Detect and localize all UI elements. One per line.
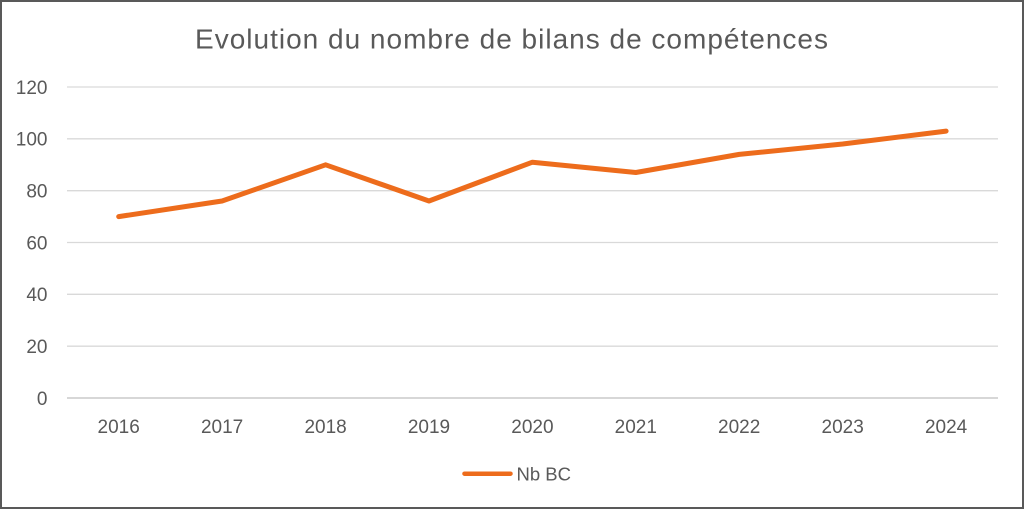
svg-text:40: 40 — [26, 285, 47, 306]
svg-text:0: 0 — [37, 389, 48, 410]
svg-text:2021: 2021 — [615, 417, 657, 438]
svg-text:2019: 2019 — [408, 417, 450, 438]
svg-text:120: 120 — [16, 78, 48, 99]
svg-text:100: 100 — [16, 130, 48, 151]
svg-text:60: 60 — [26, 233, 47, 254]
svg-text:2018: 2018 — [304, 417, 346, 438]
svg-text:2022: 2022 — [718, 417, 760, 438]
svg-text:2016: 2016 — [98, 417, 140, 438]
svg-text:2020: 2020 — [511, 417, 553, 438]
svg-text:2024: 2024 — [925, 417, 968, 438]
svg-text:2017: 2017 — [201, 417, 243, 438]
svg-text:80: 80 — [26, 182, 47, 203]
svg-text:Nb BC: Nb BC — [517, 463, 572, 484]
svg-text:Evolution du nombre de bilans: Evolution du nombre de bilans de compéte… — [195, 23, 829, 54]
svg-text:2023: 2023 — [822, 417, 864, 438]
svg-text:20: 20 — [26, 337, 47, 358]
